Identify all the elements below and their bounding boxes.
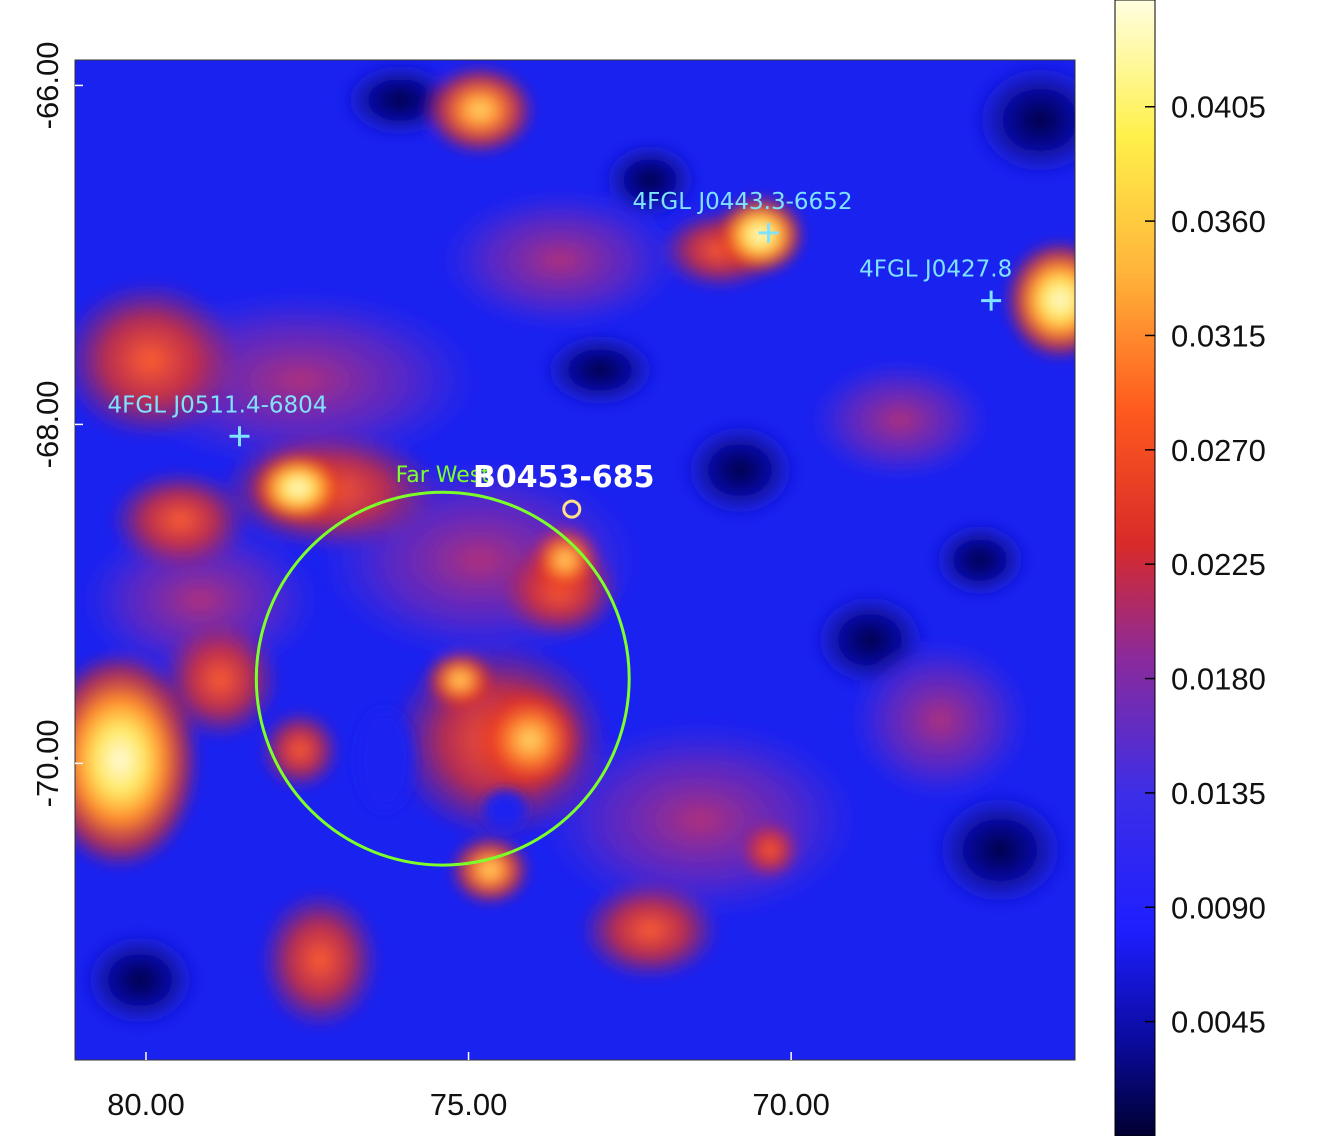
colorbar-tick-label: 0.0315 (1171, 318, 1266, 353)
y-axis: -66.00 -68.00 -70.00 (30, 41, 83, 807)
source-marker (229, 426, 250, 447)
source-label: 4FGL J0511.4-6804 (108, 392, 328, 418)
colorbar (1114, 0, 1156, 1136)
map-frame (74, 59, 1076, 1061)
y-tick-label: -70.00 (30, 719, 65, 807)
source-marker (981, 290, 1002, 311)
overlays: Far West 4FGL J0443.3-6652 4FGL J0427.8 4FG… (108, 189, 1012, 867)
counts-map (75, 60, 1075, 1060)
x-axis: 80.00 75.00 70.00 (107, 1052, 830, 1122)
colorbar-tick-label: 0.0045 (1171, 1005, 1266, 1040)
target-circle-icon (562, 499, 582, 519)
y-tick-label: -68.00 (30, 380, 65, 468)
x-tick-label: 75.00 (430, 1087, 508, 1122)
colorbar-tick-label: 0.0135 (1171, 776, 1266, 811)
colorbar-tick-label: 0.0090 (1171, 890, 1266, 925)
x-tick-label: 80.00 (107, 1087, 185, 1122)
y-tick-label: -66.00 (30, 41, 65, 129)
colorbar-tick-label: 0.0405 (1171, 90, 1266, 125)
colorbar-tick-label: 0.0270 (1171, 433, 1266, 468)
colorbar-tick-label: 0.0225 (1171, 547, 1266, 582)
colorbar-ticks: 0.0405 0.0360 0.0315 0.0270 0.0225 0.0180 0.01… (1145, 90, 1266, 1040)
source-label: 4FGL J0443.3-6652 (633, 189, 853, 215)
far-west-label: Far West (396, 463, 491, 488)
target-label: B0453-685 (473, 460, 654, 495)
source-marker (758, 222, 779, 243)
x-tick-label: 70.00 (752, 1087, 830, 1122)
source-label: 4FGL J0427.8 (859, 257, 1012, 283)
far-west-region-circle (254, 490, 631, 867)
colorbar-tick-label: 0.0360 (1171, 204, 1266, 239)
colorbar-tick-label: 0.0180 (1171, 662, 1266, 697)
